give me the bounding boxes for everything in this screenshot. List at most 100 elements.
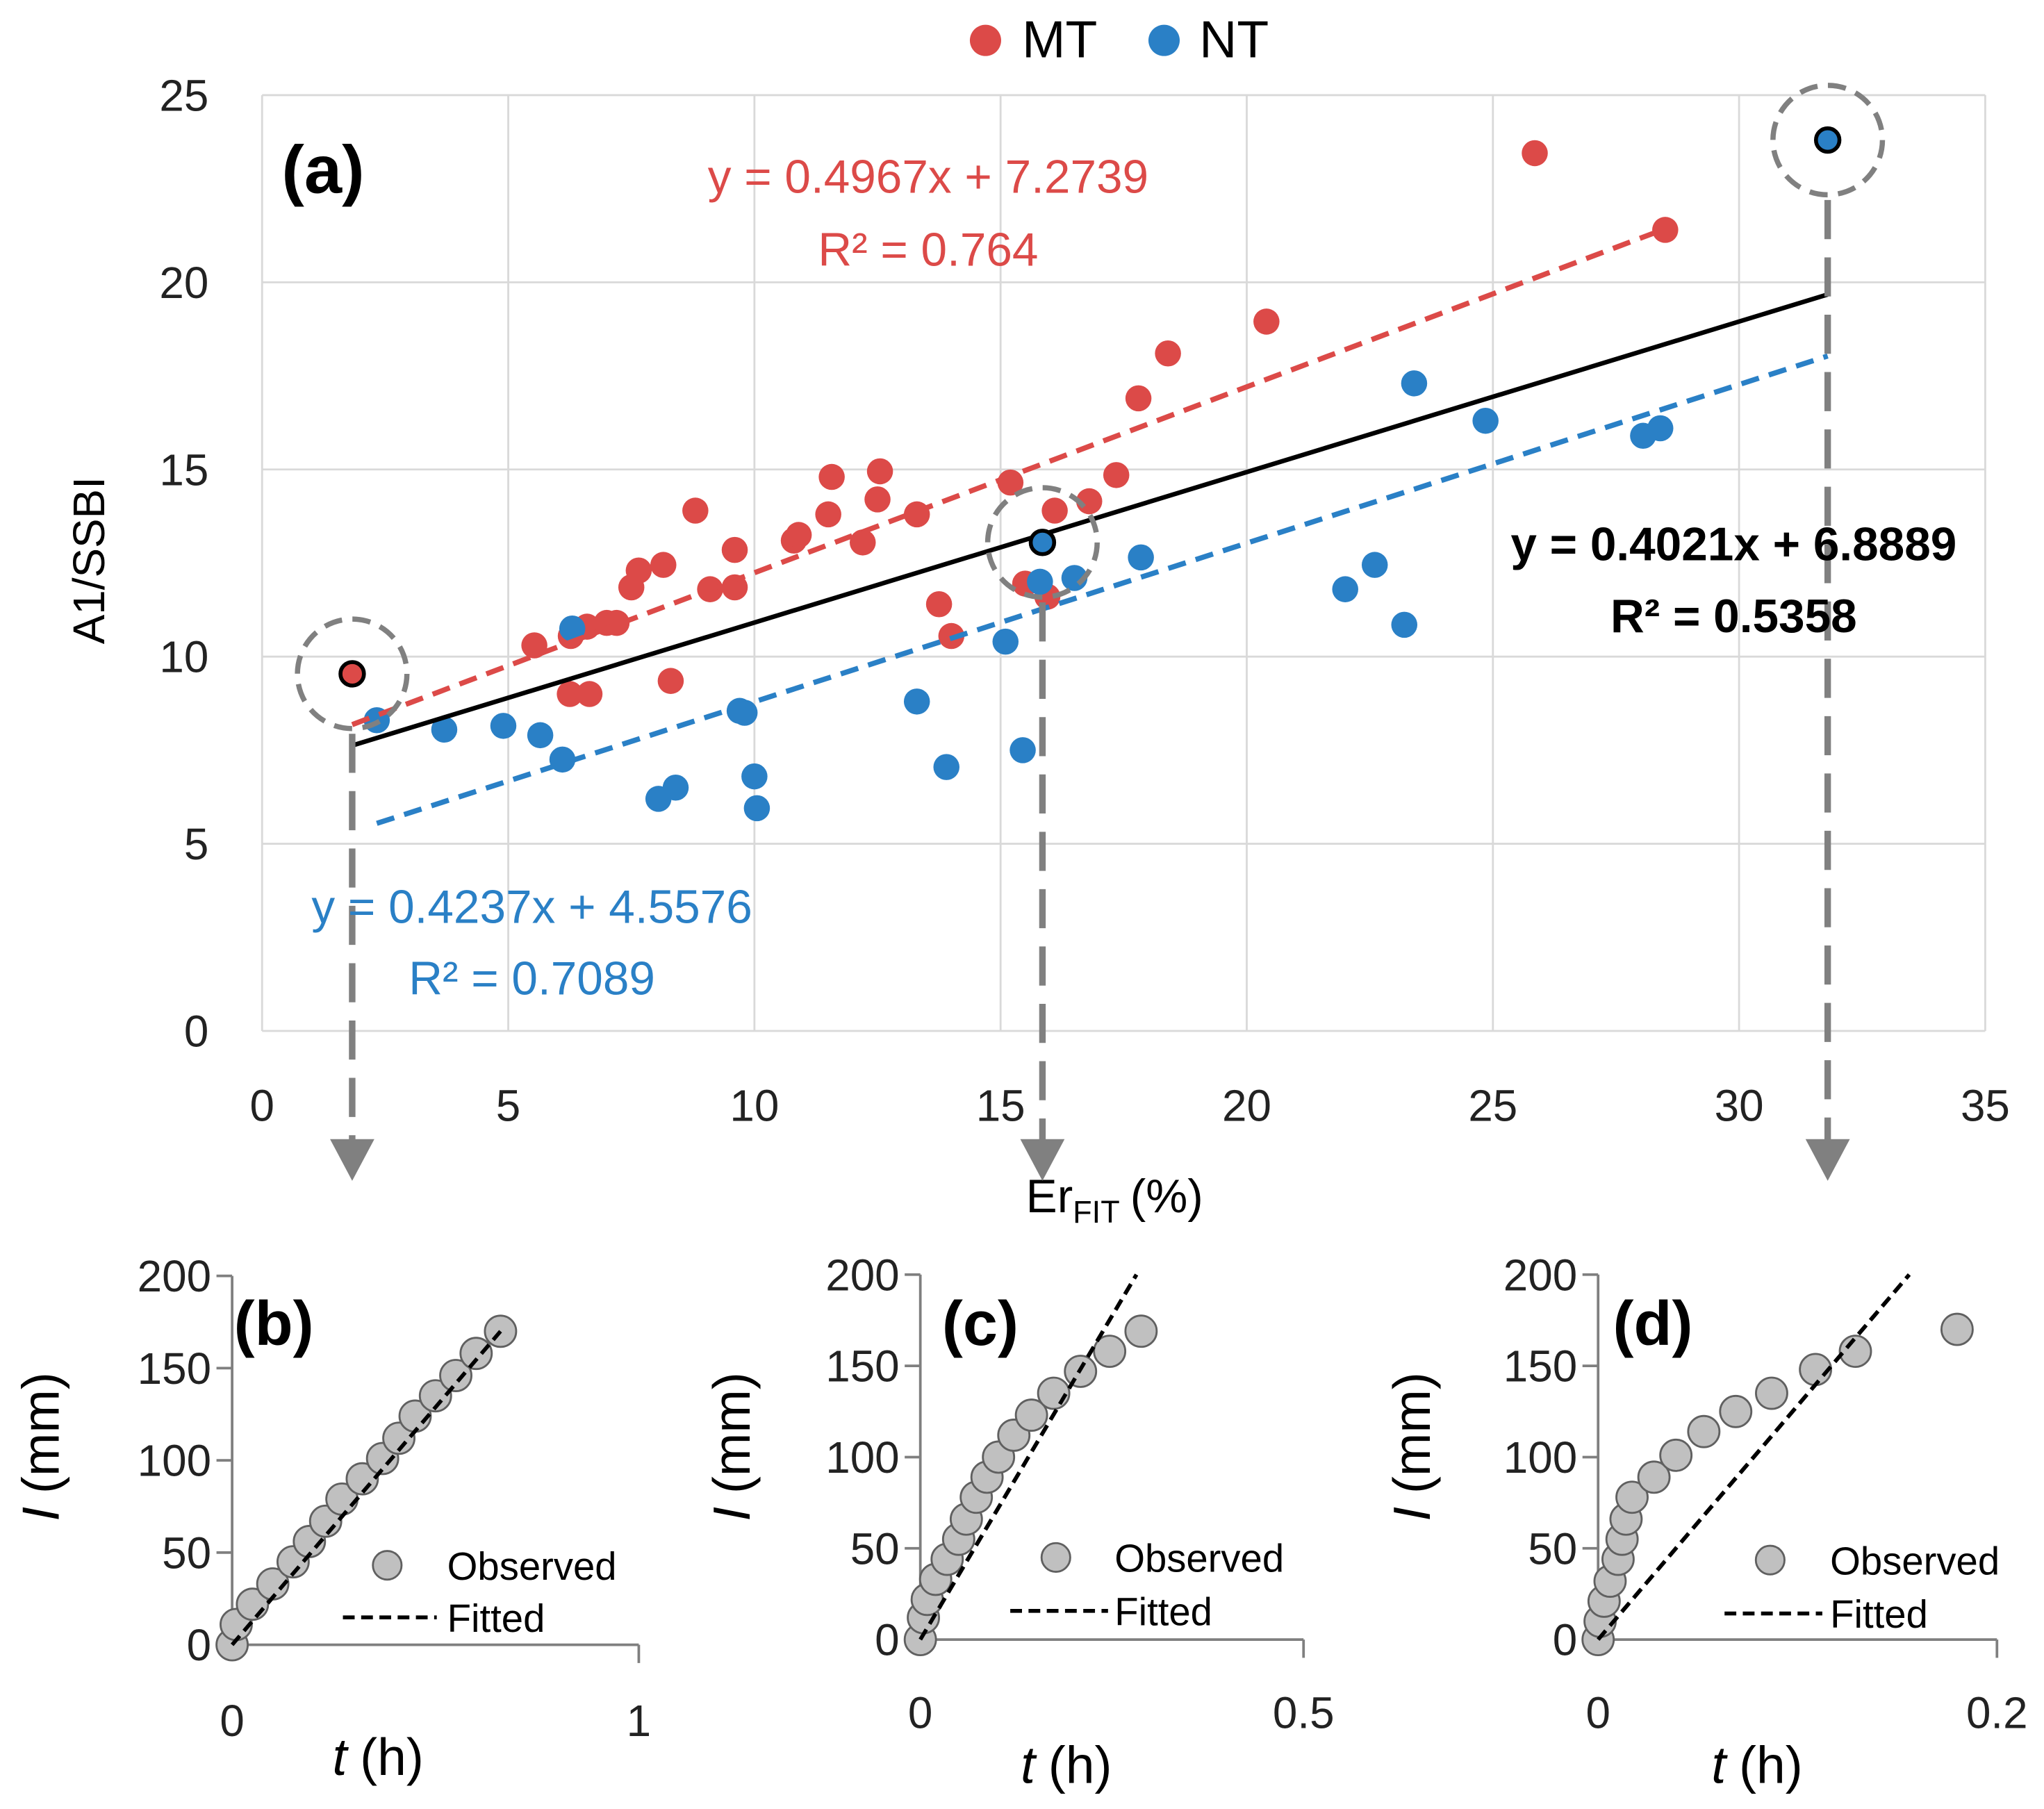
observed-point xyxy=(1124,1314,1158,1348)
fitted-line-overlay xyxy=(918,1273,1139,1641)
y-tick-label: 20 xyxy=(159,258,208,308)
data-point-mt xyxy=(1522,140,1548,167)
arrow-down-icon xyxy=(1020,1139,1065,1181)
x-axis-label-var: t xyxy=(333,1728,349,1786)
panel-label-d: (d) xyxy=(1613,1289,1693,1359)
y-tick-label: 100 xyxy=(825,1432,899,1482)
x-tick-label: 0 xyxy=(908,1688,932,1738)
legend-marker-observed xyxy=(372,1550,403,1581)
panel-label-c: (c) xyxy=(942,1289,1019,1359)
y-axis-label-var: I xyxy=(1383,1507,1441,1521)
data-point-mt xyxy=(682,497,709,524)
data-point-mt xyxy=(1652,217,1679,243)
observed-point xyxy=(1719,1394,1753,1428)
data-point-mt xyxy=(815,501,841,528)
data-point-mt xyxy=(657,668,684,694)
y-axis-label-unit: (mm) xyxy=(12,1372,70,1494)
highlighted-point xyxy=(1028,529,1057,556)
x-tick-label: 0 xyxy=(250,1080,274,1130)
observed-point xyxy=(1615,1480,1649,1514)
y-axis-label: A1/SSBI xyxy=(64,477,114,644)
x-axis-label-unit: (h) xyxy=(1739,1735,1803,1794)
x-axis-label-unit: (%) xyxy=(1130,1171,1203,1223)
legend-marker-mt xyxy=(969,24,1001,56)
panel-b: 0 50 100 150 200 0 1 Observed Fitted (b) I (mm) t (h) xyxy=(12,1251,652,1786)
x-axis-label-sub: FIT xyxy=(1073,1194,1120,1230)
y-tick-label: 200 xyxy=(825,1250,899,1300)
x-axis-label-main: Er xyxy=(1026,1171,1073,1223)
data-point-nt xyxy=(1401,370,1428,397)
highlighted-point xyxy=(1813,126,1842,154)
legend-marker-nt xyxy=(1148,24,1180,56)
y-axis-label-var: I xyxy=(12,1507,70,1521)
x-tick-label: 0 xyxy=(220,1696,244,1746)
data-point-nt xyxy=(1391,611,1418,638)
legend-label-mt: MT xyxy=(1022,10,1097,69)
data-point-nt xyxy=(1332,576,1358,602)
panel-label-a: (a) xyxy=(281,132,364,208)
trendline-nt xyxy=(376,353,1829,826)
data-point-mt xyxy=(864,486,891,513)
observed-point xyxy=(1940,1312,1974,1346)
y-tick-label: 200 xyxy=(138,1251,211,1301)
y-axis-label: I (mm) xyxy=(12,1372,70,1521)
y-tick-label: 50 xyxy=(1528,1523,1577,1573)
data-point-nt xyxy=(662,774,689,801)
x-tick-label: 25 xyxy=(1468,1080,1517,1130)
data-point-mt xyxy=(1155,340,1181,367)
data-point-mt xyxy=(818,463,845,490)
x-axis-label-var: t xyxy=(1711,1735,1728,1794)
data-point-nt xyxy=(559,615,586,642)
equation-nt: y = 0.4237x + 4.5576 xyxy=(311,881,752,933)
x-tick-label: 15 xyxy=(976,1080,1025,1130)
data-point-nt xyxy=(431,716,458,743)
y-tick-label: 0 xyxy=(184,1006,208,1056)
legend-label-fitted: Fitted xyxy=(1830,1592,1928,1636)
equation-overall: y = 0.4021x + 6.8889 xyxy=(1510,519,1956,571)
observed-point xyxy=(1014,1398,1048,1432)
r2-overall: R² = 0.5358 xyxy=(1610,590,1857,643)
y-tick-label: 50 xyxy=(850,1523,900,1573)
observed-point xyxy=(1838,1335,1872,1369)
data-point-nt xyxy=(1361,552,1388,578)
y-tick-label: 50 xyxy=(162,1528,211,1578)
x-tick-label: 35 xyxy=(1961,1080,2010,1130)
data-point-mt xyxy=(625,557,652,584)
legend-label-observed: Observed xyxy=(1114,1537,1284,1580)
panel-label-b: (b) xyxy=(234,1289,314,1359)
x-axis-label: t (h) xyxy=(1021,1735,1112,1794)
data-point-nt xyxy=(933,754,959,780)
panel-c: 0 50 100 150 200 0 0.5 Observed Fitted (c) I (mm) t(… xyxy=(702,1250,1335,1794)
x-tick-label: 0 xyxy=(1585,1688,1610,1738)
y-axis-label-unit: (mm) xyxy=(702,1372,761,1494)
x-tick-label: 0.2 xyxy=(1966,1688,2028,1738)
y-tick-label: 0 xyxy=(187,1620,211,1670)
data-point-mt xyxy=(721,536,748,563)
y-tick-label: 200 xyxy=(1503,1250,1577,1300)
observed-point xyxy=(1687,1414,1721,1448)
y-tick-label: 10 xyxy=(159,632,208,682)
r2-nt: R² = 0.7089 xyxy=(409,952,655,1005)
data-point-mt xyxy=(785,522,812,548)
y-tick-label: 150 xyxy=(825,1341,899,1391)
data-point-mt xyxy=(650,552,677,578)
fitted-line-overlay xyxy=(1597,1273,1911,1641)
panel-d: 0 50 100 150 200 0 0.2 Observed Fitted (d) I (mm) t(… xyxy=(1383,1250,2027,1794)
legend-label-observed: Observed xyxy=(447,1544,617,1588)
y-tick-label: 100 xyxy=(138,1436,211,1486)
data-point-mt xyxy=(1103,462,1130,488)
data-point-mt xyxy=(850,529,876,556)
highlight-ring xyxy=(984,485,1100,600)
y-axis-label-unit: (mm) xyxy=(1383,1372,1441,1494)
data-point-mt xyxy=(1253,308,1280,335)
y-tick-label: 15 xyxy=(159,445,208,495)
fitted-line-overlay xyxy=(230,1330,502,1646)
x-axis-label: ErFIT (%) xyxy=(1026,1171,1203,1230)
legend-marker-observed xyxy=(1040,1542,1071,1573)
observed-point xyxy=(439,1359,472,1392)
x-tick-label: 30 xyxy=(1715,1080,1764,1130)
legend-label-fitted: Fitted xyxy=(1114,1589,1212,1633)
arrow-down-icon xyxy=(330,1139,374,1181)
x-tick-label: 10 xyxy=(730,1080,779,1130)
